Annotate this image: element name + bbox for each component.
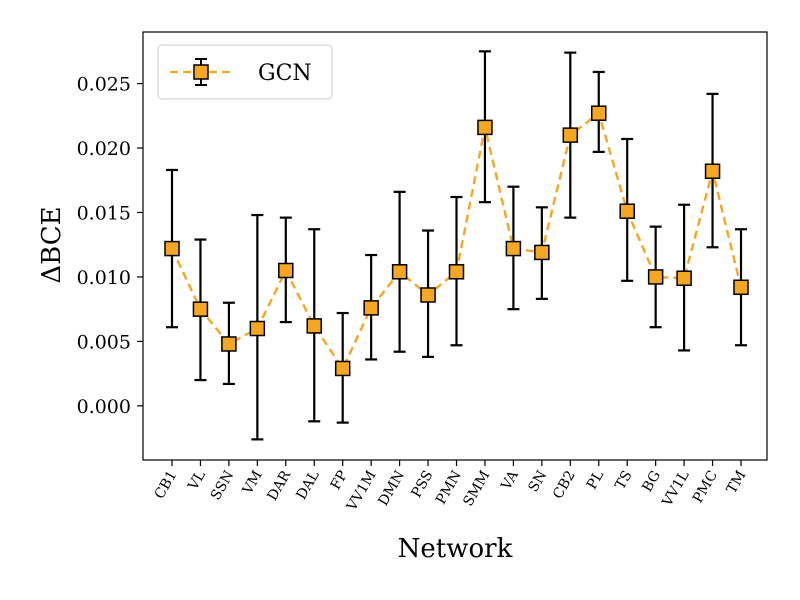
legend-label: GCN [258, 61, 312, 86]
legend-marker [193, 64, 209, 80]
data-point [278, 262, 294, 279]
data-point [733, 279, 749, 296]
y-tick-label: 0.005 [77, 331, 131, 353]
data-point [249, 320, 266, 337]
y-tick-label: 0.015 [77, 202, 131, 224]
x-tick-label: CB1 [152, 468, 181, 502]
data-point [306, 318, 322, 334]
x-tick-label: TS [612, 468, 635, 492]
data-point [704, 163, 721, 179]
data-point [221, 336, 237, 352]
x-tick-label: PSS [408, 468, 436, 501]
x-tick-label: DAL [294, 468, 323, 503]
x-tick-label: VV1L [659, 468, 693, 510]
x-tick-label: PMC [690, 468, 721, 506]
data-point [391, 264, 408, 280]
x-tick-label: DAR [264, 468, 294, 504]
x-tick-label: FP [328, 468, 351, 493]
y-tick-label: 0.000 [77, 396, 131, 418]
data-point [192, 301, 209, 317]
y-tick-label: 0.020 [77, 138, 131, 160]
x-axis-label: Network [398, 534, 513, 564]
data-point [363, 300, 379, 316]
data-point [420, 287, 436, 303]
x-tick-label: PL [584, 468, 607, 492]
x-tick-label: VL [185, 468, 209, 494]
y-axis-label: ΔBCE [37, 206, 67, 283]
x-tick-label: VA [498, 467, 522, 493]
x-tick-label: SN [526, 468, 551, 495]
data-point [619, 203, 635, 219]
data-point [334, 360, 351, 377]
plot-frame [142, 31, 768, 461]
data-point [505, 240, 522, 257]
x-tick-label: BG [639, 468, 664, 495]
series-gcn [164, 50, 749, 441]
x-tick-label: VM [239, 468, 266, 498]
data-point [676, 270, 692, 286]
data-point [562, 127, 579, 143]
data-point [647, 269, 664, 285]
axes [142, 31, 768, 461]
x-tick-label: DMN [375, 468, 408, 509]
y-tick-label: 0.025 [77, 74, 131, 96]
data-point [534, 244, 550, 261]
data-point [591, 105, 607, 121]
x-tick-label: SSN [208, 468, 237, 503]
data-point [477, 119, 493, 136]
x-tick-label: TM [724, 468, 750, 497]
y-tick-label: 0.010 [77, 267, 131, 289]
x-tick-label: SMM [460, 468, 493, 509]
legend: GCN [157, 44, 333, 100]
x-tick-label: CB2 [550, 468, 579, 502]
data-point [164, 240, 180, 257]
y-ticks: 0.000 0.005 0.010 0.015 0.020 0.025 [77, 74, 143, 418]
data-point [448, 264, 465, 280]
